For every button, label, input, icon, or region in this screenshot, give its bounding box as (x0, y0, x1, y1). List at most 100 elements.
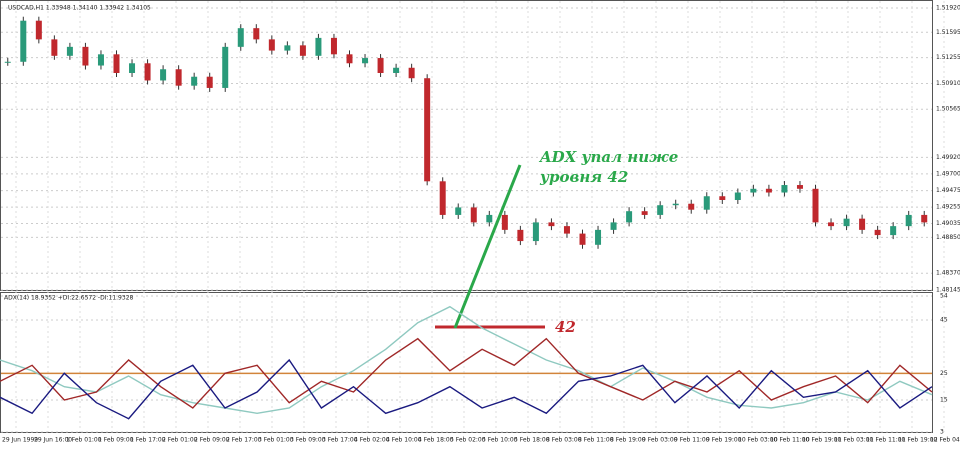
price-tick-label: 1.49700 (936, 170, 960, 177)
candle (175, 69, 182, 86)
candle (486, 214, 493, 223)
candle (191, 76, 198, 86)
time-tick-label: 1 Feb 01:00 (66, 437, 102, 444)
candle (35, 20, 42, 40)
pointer-line (453, 164, 522, 329)
time-tick-label: 8 Feb 03:00 (546, 437, 582, 444)
candle (424, 78, 431, 182)
time-tick-label: 10 Feb 03:00 (738, 437, 778, 444)
price-tick-label: 1.48850 (936, 234, 960, 241)
candle (206, 76, 213, 88)
time-tick-label: 3 Feb 01:00 (258, 437, 294, 444)
level-annotation: 42 (555, 318, 576, 336)
candle (563, 226, 570, 234)
time-tick-label: 29 Jun 16:00 (34, 437, 72, 444)
candle (160, 69, 167, 81)
time-tick-label: 5 Feb 18:00 (514, 437, 550, 444)
candle (97, 54, 104, 66)
time-tick-label: 8 Feb 19:00 (610, 437, 646, 444)
candle (501, 214, 508, 230)
price-tick-label: 1.49920 (936, 154, 960, 161)
indicator-tick-label: 25 (940, 370, 948, 377)
time-tick-label: 2 Feb 09:00 (194, 437, 230, 444)
candle (66, 46, 73, 56)
candle (113, 54, 120, 73)
price-tick-label: 1.51255 (936, 54, 960, 61)
candle (765, 188, 772, 193)
candle (843, 218, 850, 227)
candle (4, 61, 11, 63)
annotation: ADX упал ниже (538, 148, 678, 166)
time-tick-label: 9 Feb 11:00 (674, 437, 710, 444)
indicator-tick-label: 15 (940, 397, 948, 404)
price-tick-label: 1.48145 (936, 287, 960, 294)
candle (144, 63, 151, 81)
time-tick-label: 1 Feb 09:00 (98, 437, 134, 444)
price-tick-label: 1.48370 (936, 270, 960, 277)
candle (548, 222, 555, 227)
candle (439, 181, 446, 215)
candle (796, 185, 803, 189)
candle (51, 39, 58, 56)
time-tick-label: 11 Feb 03:00 (834, 437, 874, 444)
candle (315, 37, 322, 56)
time-tick-label: 2 Feb 01:00 (162, 437, 198, 444)
time-tick-label: 3 Feb 09:00 (290, 437, 326, 444)
time-tick-label: 12 Feb 04:00 (930, 437, 960, 444)
indicator-line (0, 337, 933, 409)
candle (532, 222, 539, 242)
candle (346, 54, 353, 64)
candle (299, 45, 306, 56)
candle (921, 214, 928, 223)
price-tick-label: 1.51920 (936, 5, 960, 12)
time-tick-label: 11 Feb 19:00 (898, 437, 938, 444)
candle (688, 203, 695, 210)
time-tick-label: 9 Feb 19:00 (706, 437, 742, 444)
time-tick-label: 10 Feb 19:00 (802, 437, 842, 444)
price-tick-label: 1.49035 (936, 220, 960, 227)
indicator-label: ADX(14) 18.9352 +DI:22.6572 -DI:11.9328 (4, 295, 134, 302)
candle (890, 226, 897, 236)
price-tick-label: 1.50910 (936, 80, 960, 87)
annotation: уровня 42 (539, 168, 628, 186)
indicator-tick-label: 3 (940, 429, 944, 436)
candle (222, 46, 229, 88)
candle (812, 188, 819, 223)
candle (595, 229, 602, 245)
candle (362, 58, 369, 64)
candle (129, 63, 136, 73)
candle (82, 46, 89, 66)
candle (268, 39, 275, 51)
time-tick-label: 5 Feb 02:00 (450, 437, 486, 444)
candle (874, 229, 881, 236)
time-tick-label: 2 Feb 17:00 (226, 437, 262, 444)
candle (657, 205, 664, 215)
time-tick-label: 4 Feb 18:00 (418, 437, 454, 444)
candle (237, 28, 244, 47)
candle (703, 196, 710, 210)
candle (610, 222, 617, 230)
candle (828, 222, 835, 227)
candle (781, 185, 788, 193)
candle (626, 211, 633, 223)
price-tick-label: 1.49475 (936, 187, 960, 194)
time-tick-label: 11 Feb 11:00 (866, 437, 906, 444)
candle (330, 37, 337, 55)
time-tick-label: 4 Feb 10:00 (386, 437, 422, 444)
candle (905, 214, 912, 227)
candle (470, 207, 477, 223)
candle (859, 218, 866, 230)
time-tick-label: 8 Feb 11:00 (578, 437, 614, 444)
indicator-tick-label: 54 (940, 293, 948, 300)
candle (750, 188, 757, 193)
candle (20, 20, 27, 62)
indicator-line (0, 305, 933, 415)
price-tick-label: 1.50565 (936, 106, 960, 113)
candle (641, 211, 648, 215)
time-tick-label: 10 Feb 11:00 (770, 437, 810, 444)
price-tick-label: 1.49255 (936, 204, 960, 211)
candle (672, 203, 679, 206)
indicator-line (0, 358, 933, 420)
time-tick-label: 3 Feb 17:00 (322, 437, 358, 444)
